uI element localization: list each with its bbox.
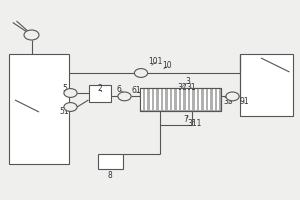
Bar: [199, 89, 201, 110]
Text: 101: 101: [148, 56, 163, 66]
Bar: [163, 89, 165, 110]
Bar: [240, 54, 292, 116]
Bar: [145, 89, 147, 110]
Text: 311: 311: [187, 118, 202, 128]
Bar: [172, 89, 174, 110]
Circle shape: [118, 92, 131, 101]
Bar: [9, 54, 69, 164]
Text: 3: 3: [185, 77, 190, 86]
Bar: [159, 89, 161, 110]
Text: 2: 2: [98, 84, 102, 93]
Bar: [204, 89, 206, 110]
Text: 32: 32: [178, 83, 187, 92]
Circle shape: [64, 103, 77, 111]
Circle shape: [24, 30, 39, 40]
Bar: [217, 89, 219, 110]
Bar: [98, 154, 123, 169]
Bar: [190, 89, 192, 110]
Bar: [181, 89, 183, 110]
Circle shape: [134, 69, 148, 77]
Bar: [168, 89, 170, 110]
Bar: [140, 88, 220, 111]
Text: 33: 33: [224, 98, 233, 106]
Text: 5: 5: [62, 84, 67, 93]
Circle shape: [226, 92, 239, 101]
Text: 7: 7: [183, 114, 188, 123]
Bar: [213, 89, 215, 110]
Bar: [140, 88, 220, 111]
Bar: [208, 89, 210, 110]
Text: 6: 6: [117, 85, 122, 94]
Text: 51: 51: [60, 108, 69, 116]
Bar: [186, 89, 188, 110]
Text: 91: 91: [240, 98, 249, 106]
Bar: [154, 89, 156, 110]
Text: 61: 61: [132, 86, 141, 95]
Circle shape: [64, 89, 77, 97]
Bar: [177, 89, 179, 110]
Bar: [195, 89, 197, 110]
Bar: [141, 89, 143, 110]
Bar: [150, 89, 152, 110]
Text: 10: 10: [163, 61, 172, 70]
Text: 8: 8: [108, 170, 112, 180]
Bar: [88, 85, 111, 102]
Text: 31: 31: [187, 83, 196, 92]
